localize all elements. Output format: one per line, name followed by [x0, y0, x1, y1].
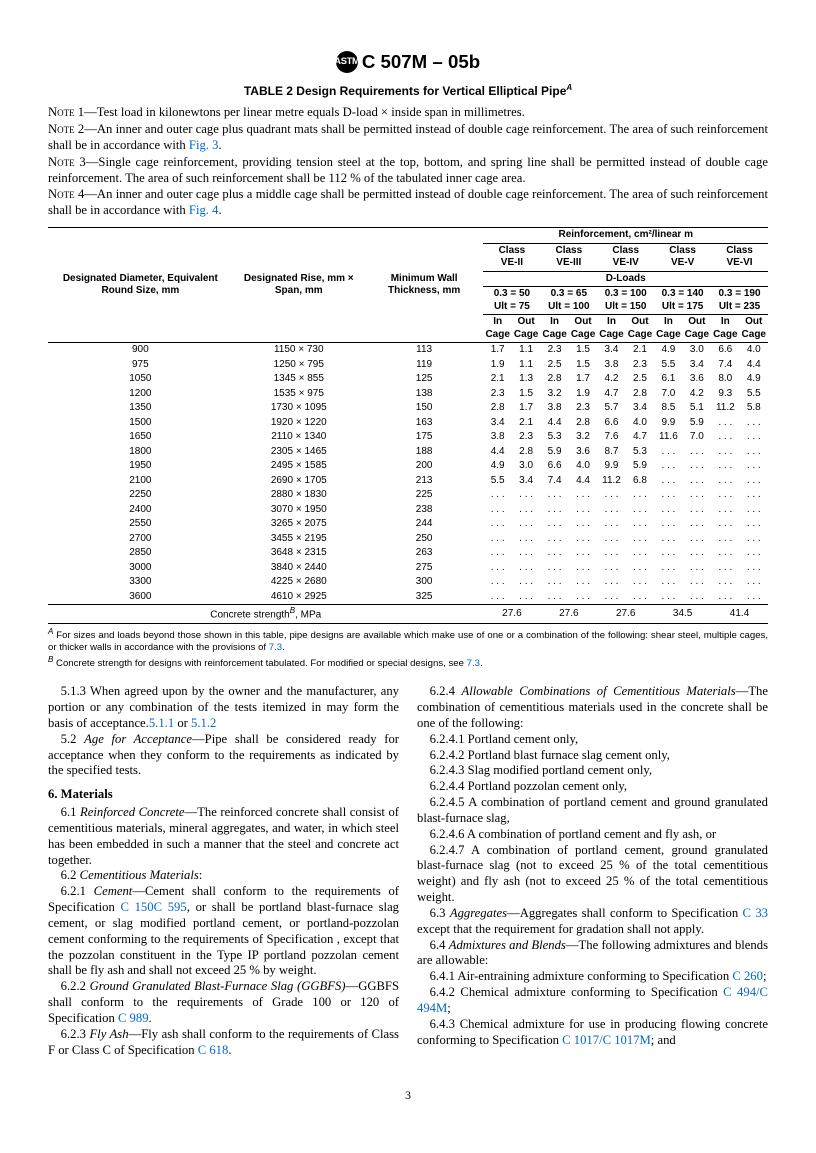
- paragraph: 6.4 Admixtures and Blends—The following …: [417, 938, 768, 970]
- paragraph: 6.2.1 Cement—Cement shall conform to the…: [48, 884, 399, 979]
- table-footnote: A For sizes and loads beyond those shown…: [48, 627, 768, 654]
- paragraph: 6.2.3 Fly Ash—Fly ash shall conform to t…: [48, 1027, 399, 1059]
- paragraph: 6.2.4 Allowable Combinations of Cementit…: [417, 684, 768, 731]
- paragraph: 5.2 Age for Acceptance—Pipe shall be con…: [48, 732, 399, 779]
- paragraph: 5.1.3 When agreed upon by the owner and …: [48, 684, 399, 731]
- paragraph: 6.1 Reinforced Concrete—The reinforced c…: [48, 805, 399, 868]
- page-number: 3: [48, 1088, 768, 1103]
- astm-logo-icon: ASTM: [336, 51, 358, 73]
- paragraph: 6.2.4.1 Portland cement only,: [417, 732, 768, 748]
- body-text: 5.1.3 When agreed upon by the owner and …: [48, 684, 768, 1058]
- table-notes: Note 1—Test load in kilonewtons per line…: [48, 105, 768, 219]
- table-note: Note 3—Single cage reinforcement, provid…: [48, 155, 768, 187]
- data-table: Designated Diameter, Equivalent Round Si…: [48, 227, 768, 624]
- table-note: Note 1—Test load in kilonewtons per line…: [48, 105, 768, 121]
- paragraph: 6.2.4.4 Portland pozzolan cement only,: [417, 779, 768, 795]
- table-note: Note 4—An inner and outer cage plus a mi…: [48, 187, 768, 219]
- paragraph: 6.3 Aggregates—Aggregates shall conform …: [417, 906, 768, 938]
- paragraph: 6.4.3 Chemical admixture for use in prod…: [417, 1017, 768, 1049]
- paragraph: 6.2.4.2 Portland blast furnace slag ceme…: [417, 748, 768, 764]
- designation-code: C 507M – 05b: [362, 50, 480, 73]
- paragraph: 6.2.4.3 Slag modified portland cement on…: [417, 763, 768, 779]
- document-header: ASTM C 507M – 05b: [48, 50, 768, 73]
- paragraph: 6.2.4.7 A combination of portland cement…: [417, 843, 768, 906]
- section-heading: 6. Materials: [48, 787, 399, 803]
- table-footnote: B Concrete strength for designs with rei…: [48, 655, 768, 670]
- table-title: TABLE 2 Design Requirements for Vertical…: [48, 83, 768, 99]
- paragraph: 6.4.1 Air-entraining admixture conformin…: [417, 969, 768, 985]
- paragraph: 6.2 Cementitious Materials:: [48, 868, 399, 884]
- paragraph: 6.2.4.6 A combination of portland cement…: [417, 827, 768, 843]
- table-note: Note 2—An inner and outer cage plus quad…: [48, 122, 768, 154]
- table-footnotes: A For sizes and loads beyond those shown…: [48, 627, 768, 670]
- paragraph: 6.2.4.5 A combination of portland cement…: [417, 795, 768, 827]
- paragraph: 6.2.2 Ground Granulated Blast-Furnace Sl…: [48, 979, 399, 1026]
- paragraph: 6.4.2 Chemical admixture conforming to S…: [417, 985, 768, 1017]
